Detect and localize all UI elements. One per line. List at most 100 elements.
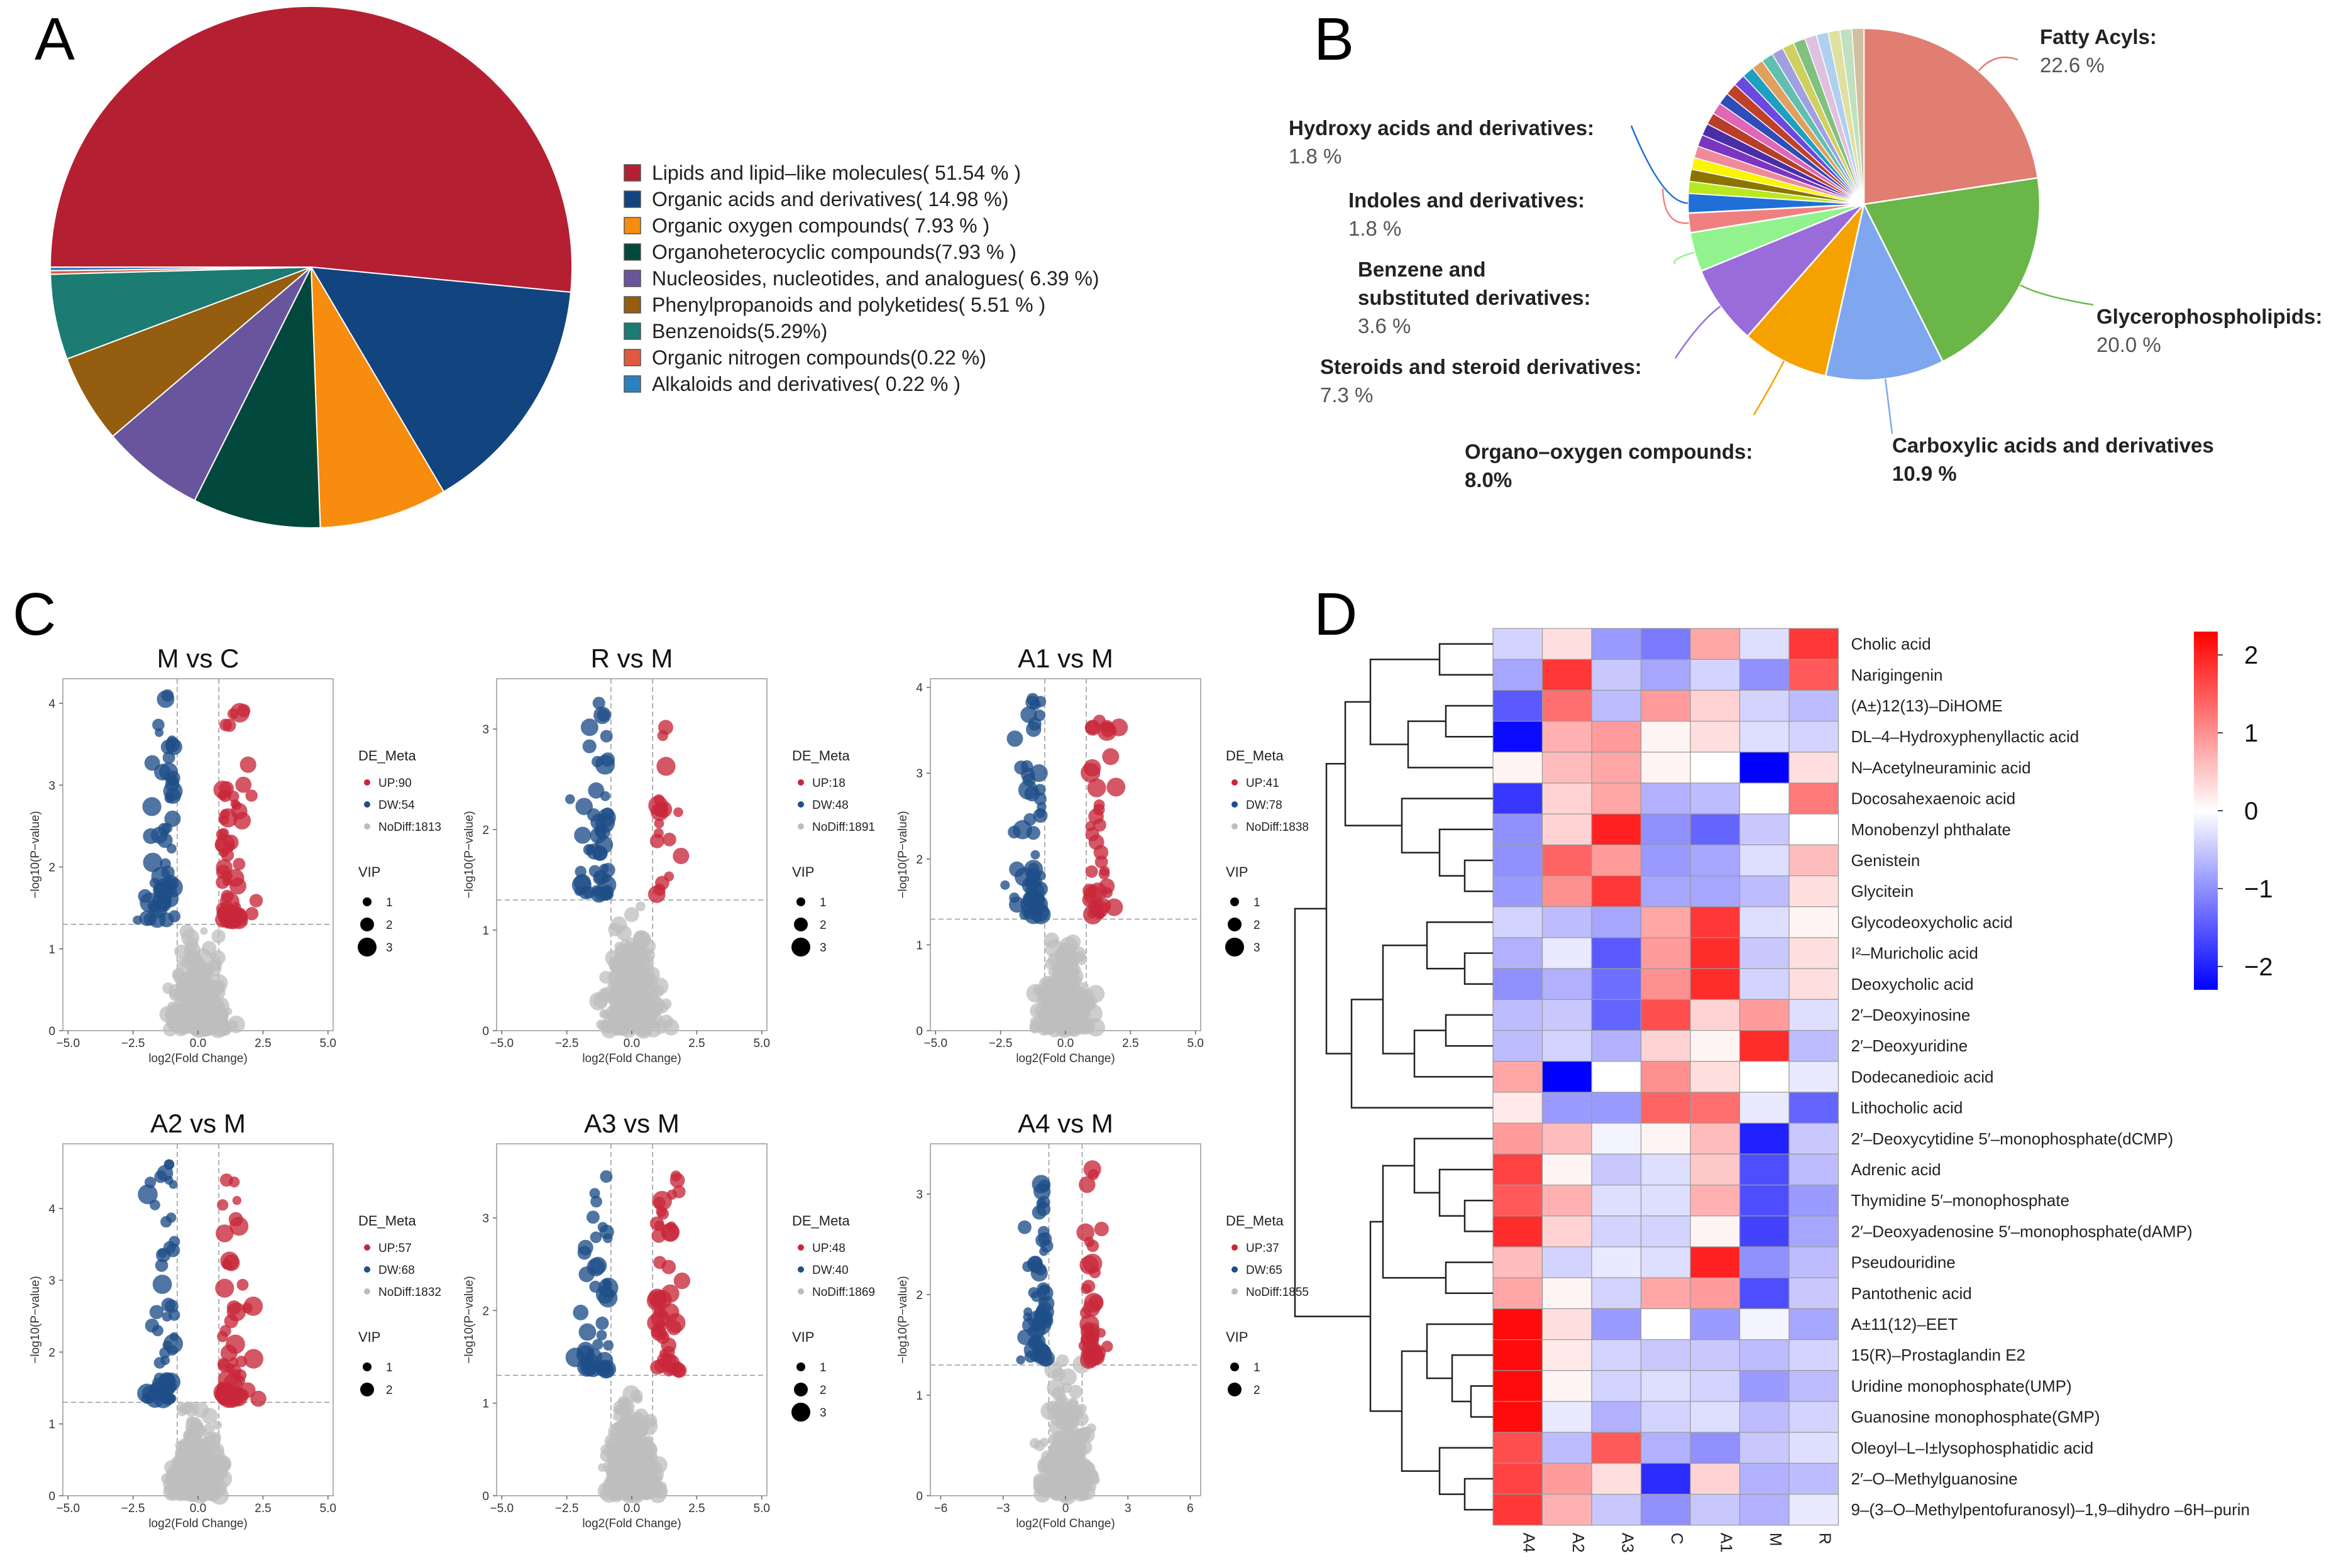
heatmap-cell — [1690, 1308, 1741, 1340]
point-up — [223, 1373, 243, 1393]
point-down — [599, 1361, 612, 1374]
legend-label: Phenylpropanoids and polyketides( 5.51 %… — [652, 293, 1045, 316]
x-axis-label: log2(Fold Change) — [582, 1052, 681, 1065]
point-down — [155, 1259, 168, 1272]
point-down — [155, 728, 164, 737]
point-nodiff — [1082, 1019, 1093, 1029]
point-down — [1028, 1287, 1040, 1298]
heatmap-cell — [1591, 1153, 1642, 1186]
point-up — [217, 1199, 229, 1211]
dendrogram-branch — [1401, 1350, 1440, 1472]
dendrogram-branch — [1426, 921, 1493, 970]
x-axis-label: log2(Fold Change) — [1016, 1052, 1115, 1065]
leader-line — [1674, 305, 1721, 359]
point-nodiff — [212, 1420, 222, 1430]
y-tick-label: 0 — [482, 1025, 489, 1038]
heatmap-cell — [1788, 999, 1839, 1031]
point-down — [590, 1231, 602, 1244]
heatmap-cell — [1690, 968, 1741, 1000]
y-tick-label: 3 — [48, 779, 55, 792]
heatmap-cell — [1788, 1061, 1839, 1093]
heatmap-cell — [1739, 968, 1790, 1000]
heatmap-cell — [1788, 875, 1839, 907]
point-nodiff — [191, 1021, 204, 1034]
point-down — [143, 828, 159, 844]
point-nodiff — [1060, 1489, 1070, 1500]
dendrogram-branch — [1369, 1220, 1402, 1412]
y-tick-label: 2 — [48, 1346, 55, 1359]
heatmap-cell — [1492, 813, 1543, 845]
heatmap-cell — [1640, 813, 1691, 845]
row-label: Pseudouridine — [1851, 1253, 1956, 1272]
row-label: Thymidine 5′–monophosphate — [1851, 1191, 2069, 1210]
heatmap-cell — [1591, 1339, 1642, 1371]
heatmap-cell — [1739, 782, 1790, 814]
heatmap-cell — [1788, 720, 1839, 753]
point-up — [228, 791, 240, 803]
point-up — [656, 757, 676, 776]
y-tick-label: 4 — [916, 682, 923, 695]
point-down — [153, 882, 165, 894]
point-down — [1008, 896, 1025, 913]
legend-title: DE_Meta — [792, 748, 850, 764]
point-nodiff — [644, 967, 660, 982]
vip-dot — [794, 918, 808, 931]
point-down — [592, 847, 607, 861]
vip-dot — [791, 1403, 810, 1422]
heatmap-cell — [1640, 720, 1691, 753]
dendrogram-branch — [1438, 643, 1493, 676]
point-nodiff — [644, 1459, 662, 1477]
pie-slice — [1863, 177, 2041, 363]
point-up — [654, 1220, 665, 1231]
point-down — [152, 891, 172, 911]
heatmap-cell — [1541, 1029, 1592, 1062]
y-tick-label: 2 — [916, 1289, 923, 1302]
point-up — [1079, 1176, 1096, 1193]
point-up — [232, 1196, 242, 1205]
point-nodiff — [634, 1437, 642, 1445]
heatmap-cell — [1492, 875, 1543, 907]
y-tick-label: 1 — [482, 924, 489, 938]
x-tick-label: 0.0 — [190, 1502, 206, 1515]
heatmap-cell — [1788, 1184, 1839, 1217]
heatmap-cell — [1492, 999, 1543, 1031]
point-up — [1100, 722, 1116, 737]
heatmap-cell — [1492, 968, 1543, 1000]
slice-percent: 3.6 % — [1358, 314, 1411, 337]
point-nodiff — [608, 996, 617, 1006]
row-label: Dodecanedioic acid — [1851, 1067, 1994, 1086]
point-up — [229, 1176, 240, 1188]
heatmap-cell — [1788, 1339, 1839, 1371]
point-up — [673, 1272, 691, 1290]
y-tick-label: 3 — [48, 1275, 55, 1288]
vip-label: 3 — [386, 941, 393, 955]
legend-down-dot — [798, 1266, 804, 1273]
y-tick-label: 3 — [916, 1188, 923, 1202]
point-nodiff — [1067, 1399, 1079, 1411]
vip-title: VIP — [1226, 864, 1248, 880]
point-down — [165, 770, 180, 786]
heatmap-cell — [1690, 1215, 1741, 1247]
row-label: Oleoyl–L–I±lysophosphatidic acid — [1851, 1439, 2094, 1457]
point-down — [575, 798, 593, 816]
row-label: N–Acetylneuraminic acid — [1851, 758, 2031, 777]
heatmap-cell — [1541, 906, 1592, 938]
heatmap-cell — [1640, 689, 1691, 722]
dendrogram-branch — [1438, 828, 1493, 877]
panel-c-volcano-plots: M vs C −5.0 −2.5 0.0 2.5 5.0 0 1 2 3 4 log2(Fold Ch… — [29, 644, 1309, 1530]
point-nodiff — [607, 1474, 622, 1490]
legend-title: DE_Meta — [358, 748, 416, 764]
point-nodiff — [1056, 1393, 1067, 1404]
point-nodiff — [634, 931, 651, 949]
point-down — [596, 1330, 607, 1340]
heatmap-cell — [1690, 1432, 1741, 1464]
slice-label: Benzene and — [1358, 258, 1486, 281]
heatmap-cell — [1591, 1092, 1642, 1124]
point-down — [166, 1212, 177, 1223]
heatmap-cell — [1739, 1215, 1790, 1247]
heatmap-cell — [1640, 752, 1691, 784]
point-up — [1088, 1169, 1099, 1180]
legend-up: UP:41 — [1246, 777, 1279, 790]
x-axis-label: log2(Fold Change) — [582, 1517, 681, 1530]
point-down — [580, 718, 598, 737]
